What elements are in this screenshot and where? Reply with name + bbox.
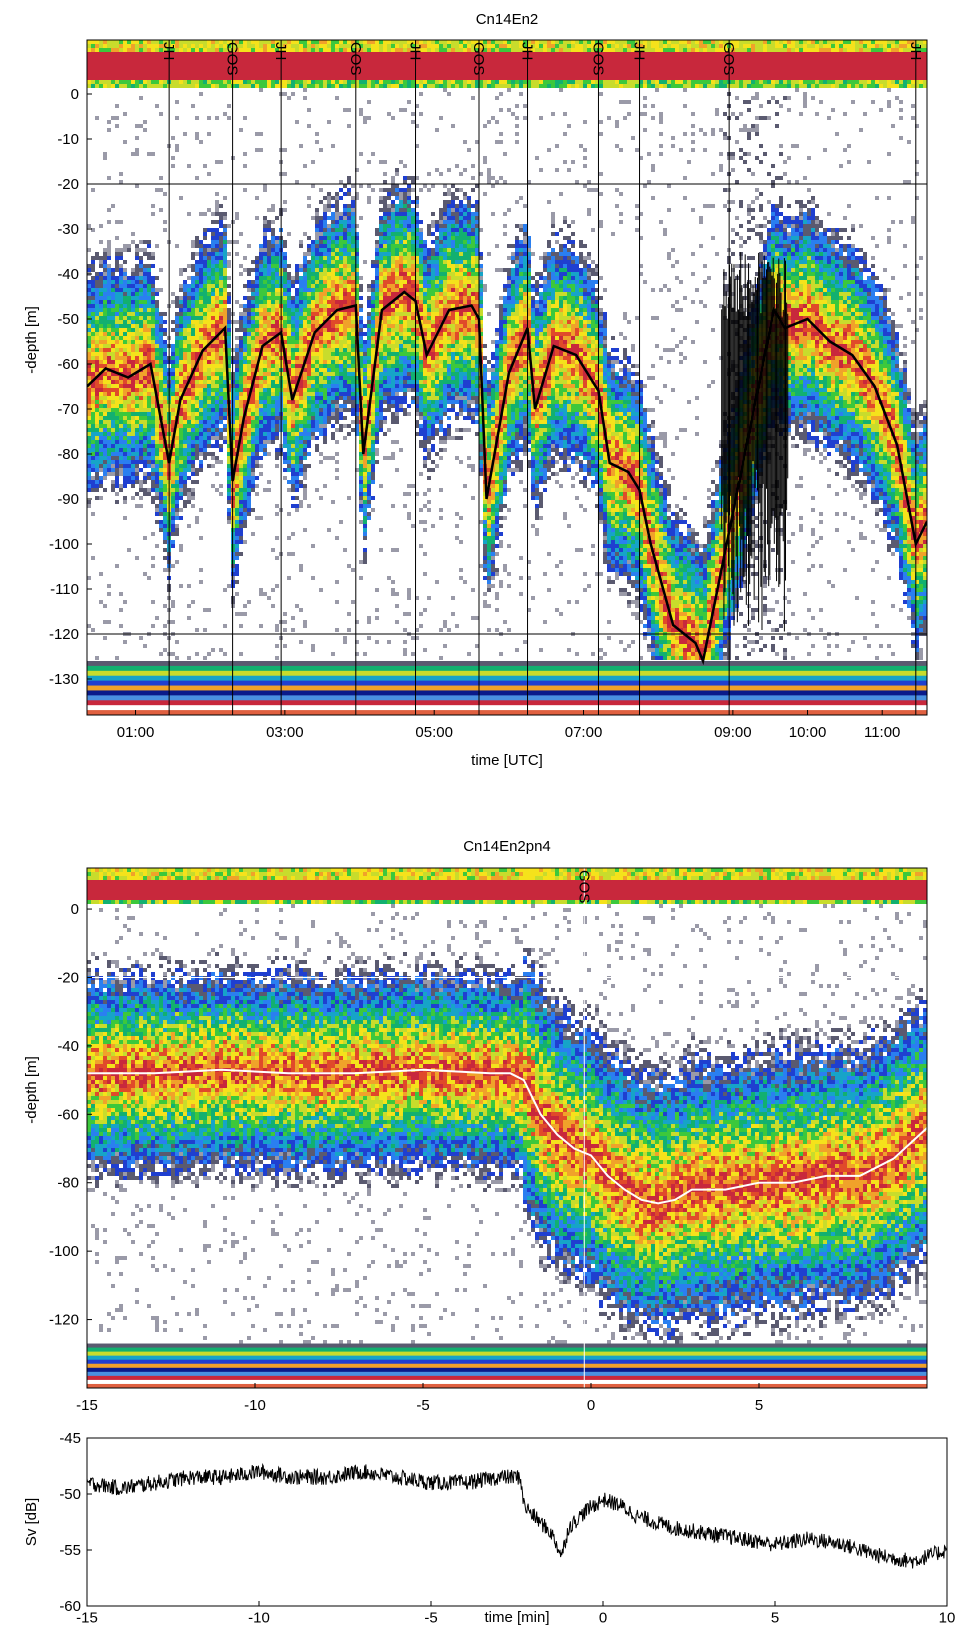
chart-1-title: Cn14En2 <box>476 11 539 28</box>
chart-1-event-label: GOS <box>589 42 606 75</box>
chart-3-ytick-label: -55 <box>59 1542 81 1559</box>
chart-1-event-label: JH <box>519 42 536 60</box>
chart-2-ytick-label: -80 <box>57 1175 79 1192</box>
chart-1: Cn14En2 JH GOS JH GOS JH GOS JH GOS JH GOS JH 0 -10 -… <box>23 11 928 769</box>
chart-3-xtick-label: -15 <box>76 1609 98 1625</box>
chart-1-ytick-label: -30 <box>57 221 79 238</box>
chart-1-event-label: GOS <box>470 42 487 75</box>
chart-3-xlabel: time [min] <box>484 1609 549 1625</box>
chart-2-trace <box>87 1068 927 1205</box>
chart-2-xtick-label: -15 <box>76 1397 98 1414</box>
chart-3-ytick-label: -50 <box>59 1486 81 1503</box>
chart-1-axes-box <box>86 39 928 716</box>
chart-1-event-label: GOS <box>224 42 241 75</box>
chart-2-xtick-label: -10 <box>244 1397 266 1414</box>
chart-2-overlay <box>87 868 927 1388</box>
chart-2-event-label: GOS <box>575 870 592 903</box>
chart-3-xtick-label: -5 <box>424 1609 437 1625</box>
chart-1-ytick-label: 0 <box>71 86 79 103</box>
chart-1-ytick-label: -80 <box>57 446 79 463</box>
chart-1-event-label: GOS <box>347 42 364 75</box>
chart-1-event-label: GOS <box>720 42 737 75</box>
chart-1-event-label: JH <box>160 42 177 60</box>
chart-1-ytick-label: -130 <box>49 671 79 688</box>
chart-2-ylabel: -depth [m] <box>23 1056 40 1124</box>
chart-3: -45-50-55-60-15 -10 -5 0 5 10 time [min] Sv [… <box>23 1430 955 1625</box>
chart-1-axes: JH GOS JH GOS JH GOS JH GOS JH GOS JH 0 -10 -20 -30 -40… <box>49 42 924 741</box>
chart-3-plot <box>87 1462 947 1569</box>
chart-3-xtick-label: -10 <box>248 1609 270 1625</box>
chart-2-xtick-label: 0 <box>587 1397 595 1414</box>
chart-1-event-label: JH <box>631 42 648 60</box>
chart-2-axes-box <box>86 867 928 1389</box>
chart-1-ytick-label: -100 <box>49 536 79 553</box>
chart-1-ytick-label: -20 <box>57 176 79 193</box>
chart-2-ytick-label: -60 <box>57 1106 79 1123</box>
chart-2-axes: GOS 0 -20 -40 -60 -80 -100 -120 -15 -10 -5 0 5 <box>49 870 763 1414</box>
chart-2-ytick-label: -40 <box>57 1038 79 1055</box>
chart-3-ytick-label: -45 <box>59 1430 81 1447</box>
chart-1-ytick-label: -50 <box>57 311 79 328</box>
chart-1-xtick-label: 10:00 <box>789 724 827 741</box>
chart-1-ytick-label: -90 <box>57 491 79 508</box>
chart-3-xtick-label: 10 <box>939 1609 956 1625</box>
chart-1-ytick-label: -70 <box>57 401 79 418</box>
chart-2-xtick-label: -5 <box>416 1397 429 1414</box>
chart-1-xtick-label: 05:00 <box>415 724 453 741</box>
chart-1-event-label: JH <box>407 42 424 60</box>
chart-3-axes-box <box>86 1437 948 1607</box>
chart-1-ytick-label: -60 <box>57 356 79 373</box>
chart-1-xtick-label: 07:00 <box>565 724 603 741</box>
chart-2-xtick-label: 5 <box>755 1397 763 1414</box>
chart-3-axes: -45-50-55-60-15 -10 -5 0 5 10 <box>59 1430 955 1625</box>
chart-1-ytick-label: -40 <box>57 266 79 283</box>
chart-1-event-label: JH <box>272 42 289 60</box>
chart-1-xtick-label: 03:00 <box>266 724 304 741</box>
chart-2-ytick-label: -100 <box>49 1243 79 1260</box>
chart-1-xtick-label: 09:00 <box>714 724 752 741</box>
chart-2-ytick-label: 0 <box>71 901 79 918</box>
chart-2-ytick-label: -120 <box>49 1312 79 1329</box>
chart-3-series-line <box>87 1462 947 1569</box>
chart-3-xtick-label: 0 <box>599 1609 607 1625</box>
chart-1-xtick-label: 11:00 <box>864 724 900 741</box>
chart-1-ylabel: -depth [m] <box>23 306 40 374</box>
chart-2-echogram <box>87 868 927 1388</box>
chart-2-ytick-label: -20 <box>57 969 79 986</box>
chart-1-xtick-label: 01:00 <box>117 724 155 741</box>
chart-2-title: Cn14En2pn4 <box>463 838 551 855</box>
chart-1-overlay <box>87 40 927 715</box>
chart-1-ytick-label: -10 <box>57 131 79 148</box>
chart-1-ytick-label: -110 <box>50 581 79 598</box>
chart-1-event-label: JH <box>907 42 924 60</box>
chart-3-ytick-label: -60 <box>59 1598 81 1615</box>
chart-3-ylabel: Sv [dB] <box>23 1498 40 1546</box>
chart-1-xlabel: time [UTC] <box>471 752 543 769</box>
chart-3-xtick-label: 5 <box>771 1609 779 1625</box>
chart-1-ytick-label: -120 <box>49 626 79 643</box>
